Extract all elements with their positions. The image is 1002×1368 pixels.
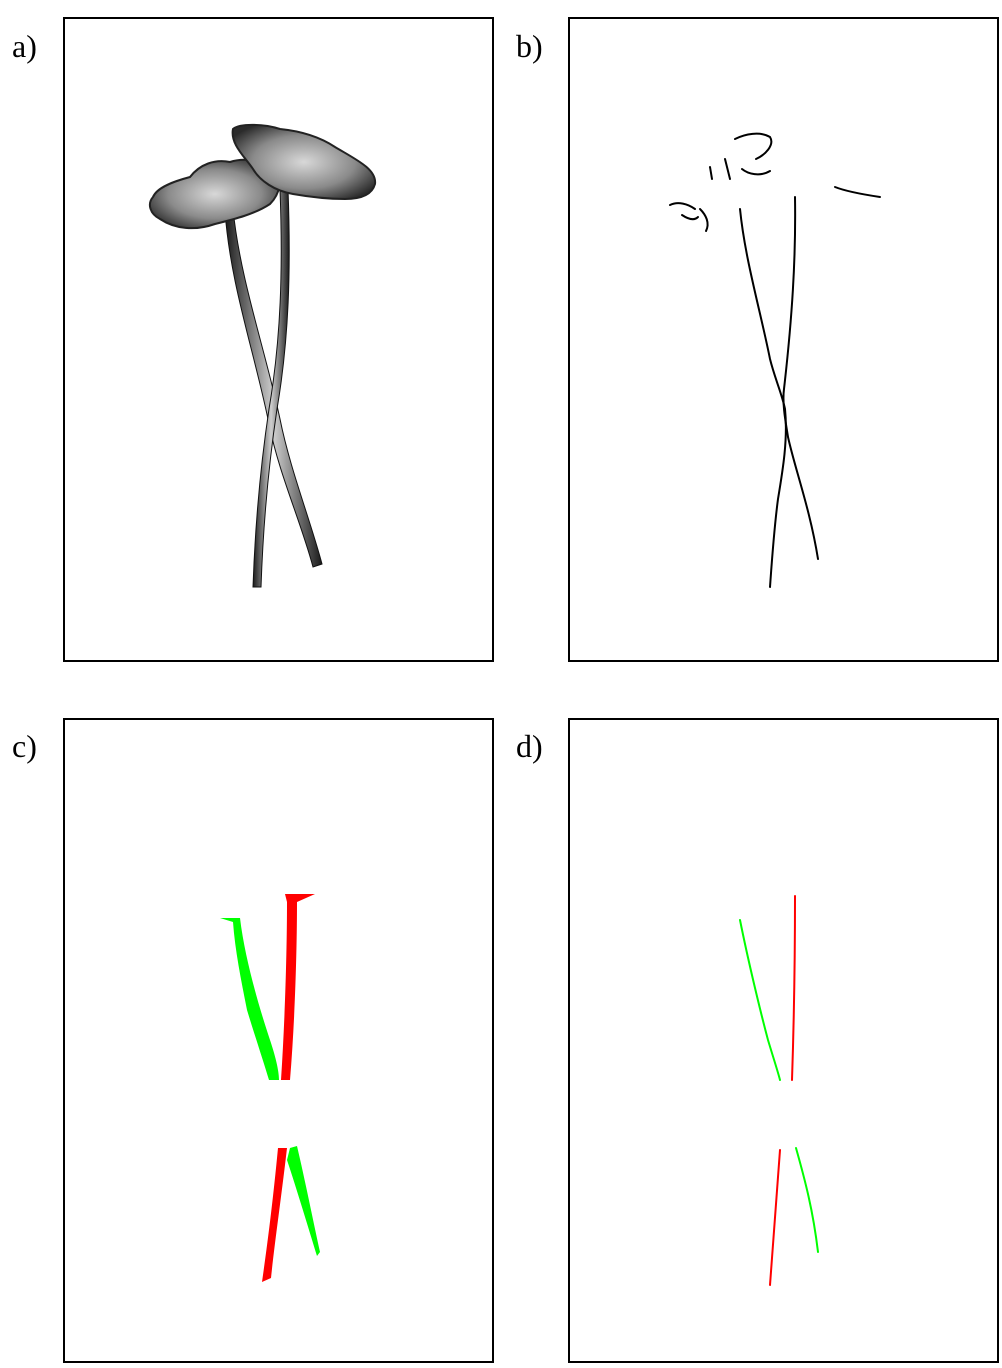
edge-fragment-7 bbox=[681, 214, 699, 221]
edge-fragment-3 bbox=[741, 168, 771, 176]
segment-lower-red bbox=[262, 1148, 287, 1282]
flower-head-right bbox=[231, 123, 377, 201]
panel-label-d: d) bbox=[516, 728, 543, 764]
segment-lower-green bbox=[287, 1146, 320, 1256]
panel-label-c: c) bbox=[12, 728, 37, 764]
panel-label-b: b) bbox=[516, 28, 543, 64]
flower-image bbox=[148, 123, 377, 588]
edge-stem-left bbox=[739, 208, 787, 588]
centerline-upper-green bbox=[739, 919, 781, 1081]
panel-c-frame bbox=[63, 718, 494, 1363]
stem-centerlines bbox=[739, 895, 819, 1286]
segment-upper-red bbox=[281, 894, 315, 1080]
centerline-lower-red bbox=[769, 1149, 781, 1286]
centerline-upper-red bbox=[791, 895, 796, 1081]
edge-fragment-6 bbox=[699, 208, 709, 232]
centerline-lower-green bbox=[795, 1147, 819, 1253]
stem-right bbox=[252, 188, 290, 588]
edge-fragment-8 bbox=[834, 186, 881, 198]
panel-label-a: a) bbox=[12, 28, 37, 64]
edge-fragment-4 bbox=[709, 166, 713, 180]
segment-upper-green bbox=[220, 918, 279, 1080]
segmented-stems bbox=[220, 894, 320, 1282]
edge-fragment-5 bbox=[669, 202, 696, 210]
stem-left bbox=[224, 208, 323, 568]
edge-fragment-1 bbox=[734, 132, 773, 160]
panel-a-frame bbox=[63, 17, 494, 662]
panel-b-frame bbox=[568, 17, 999, 662]
edge-map bbox=[669, 132, 881, 588]
edge-stem-right bbox=[782, 196, 819, 560]
panel-d-frame bbox=[568, 718, 999, 1363]
edge-fragment-2 bbox=[724, 158, 731, 180]
